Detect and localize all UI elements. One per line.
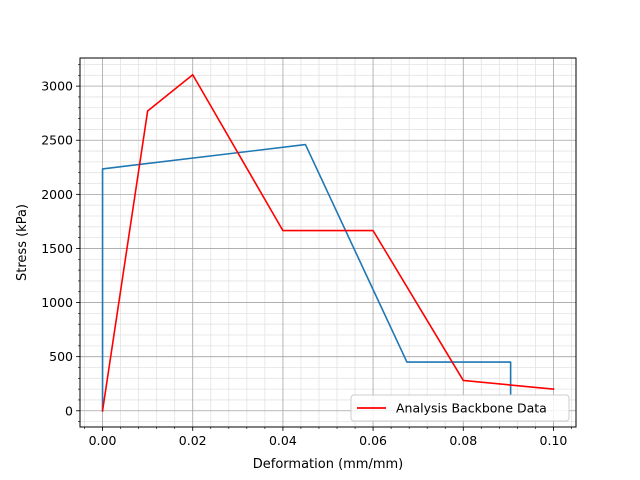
red-series-line xyxy=(101,73,555,412)
plot-frame xyxy=(79,57,577,428)
x-axis-label: Deformation (mm/mm) xyxy=(253,457,404,472)
y-tick-label: 1000 xyxy=(41,295,73,310)
legend-label: Analysis Backbone Data xyxy=(396,401,547,416)
axis-ticks: 0.00 0.02 0.04 0.06 0.08 0.10 0 500 1000 1500 2000… xyxy=(41,64,572,448)
y-tick-label: 2500 xyxy=(41,133,73,148)
series-layer xyxy=(101,73,555,412)
x-tick-label: 0.02 xyxy=(179,433,207,448)
x-tick-label: 0.04 xyxy=(269,433,297,448)
y-tick-label: 500 xyxy=(49,349,73,364)
y-tick-label: 0 xyxy=(65,403,73,418)
major-grid xyxy=(80,58,576,427)
y-axis-label: Stress (kPa) xyxy=(15,204,30,281)
legend-box xyxy=(350,394,570,422)
y-tick-label: 3000 xyxy=(41,79,73,94)
x-tick-label: 0.08 xyxy=(449,433,477,448)
y-tick-label: 1500 xyxy=(41,241,73,256)
x-tick-label: 0.00 xyxy=(89,433,117,448)
blue-series-line xyxy=(101,143,512,412)
x-tick-label: 0.10 xyxy=(540,433,568,448)
y-tick-label: 2000 xyxy=(41,187,73,202)
x-tick-label: 0.06 xyxy=(359,433,387,448)
legend: Analysis Backbone Data xyxy=(350,394,570,422)
